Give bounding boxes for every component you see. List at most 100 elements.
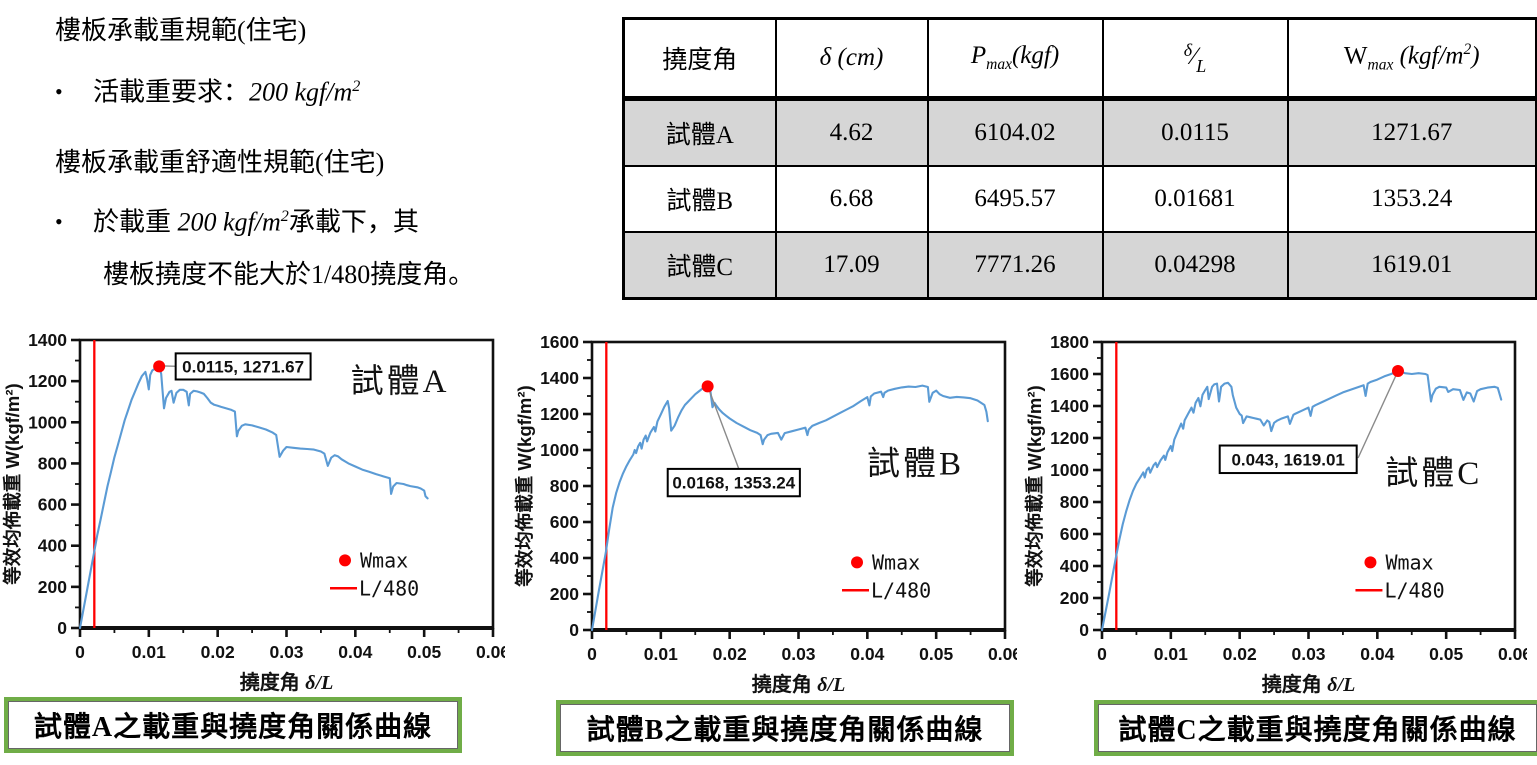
- x-tick-label: 0.01: [644, 644, 678, 664]
- specimen-title: 試體A: [351, 363, 450, 400]
- x-tick-label: 0.05: [919, 644, 953, 664]
- y-tick-label: 1000: [1050, 460, 1089, 480]
- x-axis-title: 撓度角 δ/L: [752, 672, 846, 696]
- load-deflection-plot: 0 0.01 0.02 0.03 0.04 0.05 0.06 0 200 400 600 800 10…: [2, 330, 505, 694]
- y-tick-label: 1200: [1050, 428, 1089, 448]
- x-tick-label: 0.02: [201, 642, 235, 662]
- specimen-title: 試體C: [1385, 455, 1482, 492]
- legend-wmax-marker: [1364, 556, 1377, 569]
- x-axis-title: 撓度角 δ/L: [1262, 672, 1356, 696]
- annotation-text: 0.043, 1619.01: [1231, 450, 1344, 469]
- chart-specimen-c: 0 0.01 0.02 0.03 0.04 0.05 0.06 0 200 400 600 800 10…: [1022, 330, 1527, 702]
- spec-notes: 樓板承載重規範(住宅) • 活載重要求：200 kgf/m2 樓板承載重舒適性規範…: [55, 8, 620, 308]
- chart-specimen-b: 0 0.01 0.02 0.03 0.04 0.05 0.06 0 200 400 600 800 10…: [512, 330, 1017, 702]
- annotation-connector: [1357, 373, 1398, 459]
- header-delta-cm: δ (cm): [774, 17, 929, 101]
- x-tick-label: 0.03: [1291, 644, 1325, 664]
- table-row-specimen-b: 試體B 6.68 6495.57 0.01681 1353.24: [622, 165, 1537, 233]
- x-tick-label: 0.05: [407, 642, 441, 662]
- pmax-value: 7771.26: [926, 231, 1104, 300]
- x-tick-label: 0.02: [1223, 644, 1257, 664]
- comfort-bullet-line2: 樓板撓度不能大於1/480撓度角。: [55, 258, 474, 292]
- y-tick-label: 1600: [540, 332, 579, 352]
- wmax-value: 1271.67: [1286, 97, 1537, 167]
- y-tick-label: 1000: [28, 412, 67, 432]
- row-label: 試體B: [622, 165, 777, 233]
- caption-text: 試體A之載重與撓度角關係曲線: [33, 712, 433, 743]
- legend-l480-label: L/480: [359, 576, 419, 600]
- annotation-box: [1218, 444, 1358, 475]
- spec-heading-2: 樓板承載重舒適性規範(住宅): [55, 146, 384, 180]
- dl-value: 0.0115: [1101, 97, 1289, 167]
- table-row-specimen-a: 試體A 4.62 6104.02 0.0115 1271.67: [622, 97, 1537, 167]
- y-tick-label: 600: [550, 512, 579, 532]
- annotation-text: 0.0168, 1353.24: [672, 474, 795, 493]
- spec-heading-1: 樓板承載重規範(住宅): [55, 14, 306, 48]
- header-delta-over-l: δ⁄L: [1101, 17, 1289, 101]
- load-deflection-plot: 0 0.01 0.02 0.03 0.04 0.05 0.06 0 200 400 600 800 10…: [514, 332, 1017, 696]
- x-tick-label: 0.06: [476, 642, 505, 662]
- caption-specimen-c: 試體C之載重與撓度角關係曲線: [1094, 700, 1537, 756]
- y-axis-title: 等效均佈載重 W(kgf/m²): [2, 383, 23, 584]
- y-tick-label: 1400: [1050, 396, 1089, 416]
- load-curve: [78, 365, 429, 630]
- comfort-text-2: 承載下，其: [288, 207, 419, 237]
- comfort-bullet-line1: • 於載重 200 kgf/m2承載下，其: [55, 200, 419, 240]
- legend-wmax-label: Wmax: [1385, 550, 1433, 574]
- annotation-text: 0.0115, 1271.67: [182, 357, 304, 376]
- live-load-text: 活載重要求：: [93, 77, 250, 107]
- bullet-glyph: •: [55, 78, 63, 104]
- x-tick-label: 0.04: [850, 644, 884, 664]
- legend-l480-label: L/480: [871, 578, 931, 602]
- y-tick-label: 200: [38, 577, 67, 597]
- comfort-text-1: 於載重: [93, 207, 178, 237]
- x-tick-label: 0.06: [988, 644, 1017, 664]
- comfort-text-3: 樓板撓度不能大於1/480撓度角。: [103, 260, 475, 289]
- y-tick-label: 800: [1060, 492, 1089, 512]
- delta-value: 4.62: [774, 97, 929, 167]
- results-table: 撓度角 δ (cm) Pmax(kgf) δ⁄L Wmax (kgf/m2) 試…: [622, 17, 1537, 300]
- x-tick-label: 0.03: [781, 644, 815, 664]
- row-label: 試體C: [622, 231, 777, 300]
- load-curve: [1100, 369, 1503, 632]
- header-wmax: Wmax (kgf/m2): [1286, 17, 1537, 101]
- y-tick-label: 800: [38, 453, 67, 473]
- wmax-marker: [153, 360, 166, 373]
- annotation-box: [174, 352, 312, 381]
- load-curve: [590, 384, 989, 632]
- x-tick-label: 0.03: [269, 642, 303, 662]
- y-tick-label: 1800: [1050, 332, 1089, 352]
- x-tick-label: 0.06: [1498, 644, 1527, 664]
- x-tick-label: 0.04: [1360, 644, 1394, 664]
- x-tick-label: 0.05: [1429, 644, 1463, 664]
- x-tick-label: 0: [1097, 644, 1107, 664]
- load-deflection-plot: 0 0.01 0.02 0.03 0.04 0.05 0.06 0 200 400 600 800 10…: [1024, 332, 1527, 696]
- wmax-value: 1353.24: [1286, 165, 1537, 233]
- legend-wmax-label: Wmax: [872, 550, 920, 574]
- header-pmax: Pmax(kgf): [926, 17, 1104, 101]
- caption-text: 試體C之載重與撓度角關係曲線: [1118, 715, 1517, 746]
- row-label: 試體A: [622, 97, 777, 167]
- legend: Wmax L/480: [330, 548, 419, 600]
- y-tick-label: 1200: [540, 404, 579, 424]
- x-tick-label: 0: [75, 642, 85, 662]
- delta-value: 6.68: [774, 165, 929, 233]
- specimen-title: 試體B: [867, 445, 964, 482]
- table-row-specimen-c: 試體C 17.09 7771.26 0.04298 1619.01: [622, 231, 1537, 300]
- legend-wmax-label: Wmax: [360, 548, 408, 572]
- delta-value: 17.09: [774, 231, 929, 300]
- dl-value: 0.01681: [1101, 165, 1289, 233]
- legend-wmax-marker: [851, 556, 864, 569]
- wmax-marker: [1391, 364, 1404, 377]
- annotation-box: [666, 467, 801, 498]
- y-tick-label: 0: [57, 618, 67, 638]
- legend-wmax-marker: [339, 554, 352, 567]
- comfort-load-value: 200 kgf/m: [177, 207, 281, 237]
- y-tick-label: 400: [1060, 556, 1089, 576]
- spec-heading-2-text: 樓板承載重舒適性規範(住宅): [55, 148, 385, 177]
- y-tick-label: 200: [1060, 588, 1089, 608]
- live-load-bullet: • 活載重要求：200 kgf/m2: [55, 70, 360, 110]
- legend: Wmax L/480: [842, 550, 931, 602]
- caption-specimen-a: 試體A之載重與撓度角關係曲線: [4, 697, 462, 753]
- spec-heading-1-text: 樓板承載重規範(住宅): [55, 16, 307, 45]
